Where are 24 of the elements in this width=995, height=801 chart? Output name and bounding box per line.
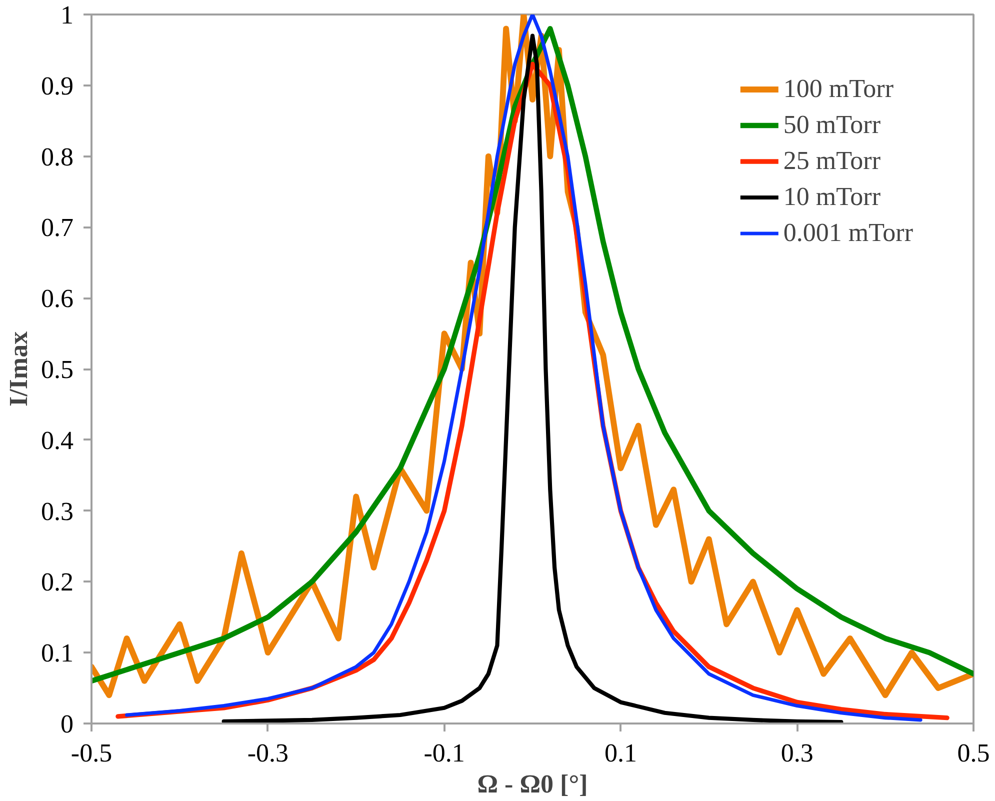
- y-tick-label: 0.6: [41, 284, 74, 314]
- legend-label: 50 mTorr: [783, 110, 880, 140]
- y-tick-label: 0.7: [41, 213, 74, 242]
- y-tick-label: 0.9: [41, 71, 74, 100]
- x-tick-label: -0.1: [424, 738, 465, 768]
- y-axis-title: I/Imax: [4, 331, 33, 407]
- x-tick-label: 0.5: [957, 738, 990, 768]
- x-tick-label: -0.3: [247, 738, 288, 768]
- legend-label: 100 mTorr: [783, 74, 894, 104]
- legend-label: 10 mTorr: [783, 182, 880, 212]
- x-tick-label: -0.5: [70, 738, 112, 768]
- legend-label: 25 mTorr: [783, 146, 880, 176]
- y-tick-label: 0.4: [41, 426, 74, 455]
- x-tick-label: 0.1: [604, 738, 637, 768]
- x-tick-label: 0.3: [780, 738, 814, 768]
- legend-label: 0.001 mTorr: [783, 218, 913, 248]
- y-tick-label: 0.1: [41, 638, 74, 668]
- y-tick-label: 0.5: [41, 355, 74, 384]
- y-tick-label: 0.3: [41, 496, 74, 526]
- x-axis-title: Ω - Ω0 [°]: [477, 770, 588, 798]
- y-tick-label: 0.8: [41, 142, 74, 172]
- y-tick-label: 1: [60, 0, 74, 30]
- y-tick-label: 0: [60, 710, 74, 738]
- y-tick-label: 0.2: [41, 568, 74, 597]
